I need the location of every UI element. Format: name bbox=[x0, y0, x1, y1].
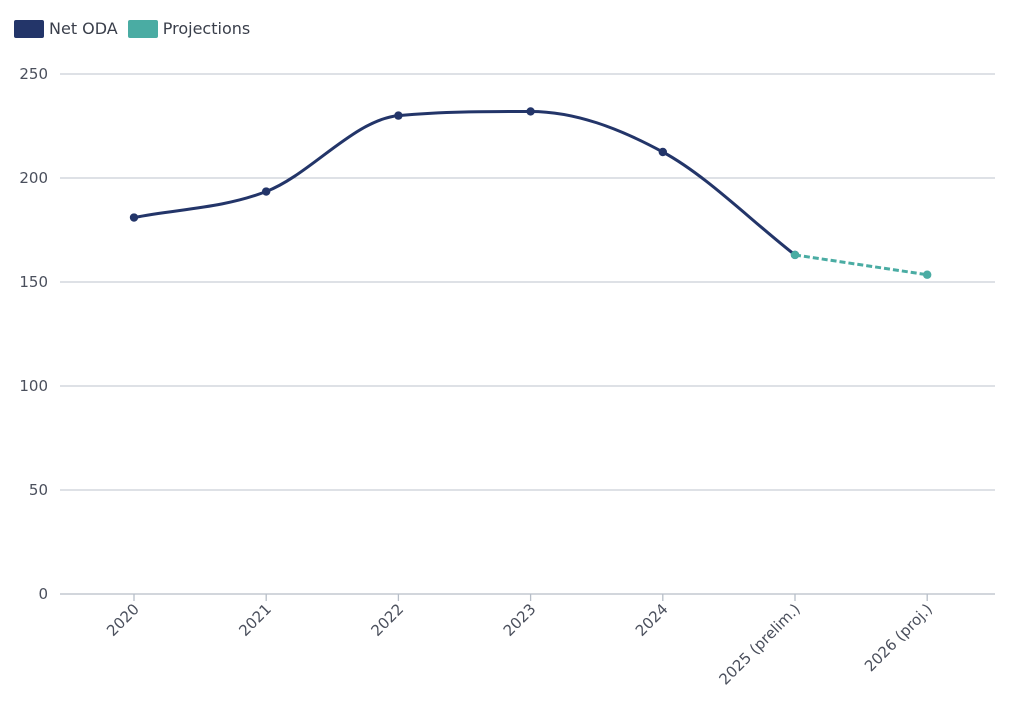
legend-item-projections[interactable]: Projections bbox=[127, 19, 251, 38]
point-projections-2026-proj[interactable] bbox=[923, 270, 932, 279]
x-tick-label-2023: 2023 bbox=[500, 600, 540, 640]
legend-label-net-oda: Net ODA bbox=[49, 19, 118, 38]
legend-item-net-oda[interactable]: Net ODA bbox=[14, 19, 118, 38]
y-tick-label-250: 250 bbox=[19, 65, 48, 83]
legend-label-projections: Projections bbox=[162, 19, 251, 38]
x-tick-label-2024: 2024 bbox=[632, 600, 672, 640]
y-axis: 0 50 100 150 200 250 bbox=[19, 65, 48, 603]
point-net-oda-2020[interactable] bbox=[129, 213, 139, 222]
legend-swatch-projections bbox=[127, 19, 158, 38]
y-tick-label-200: 200 bbox=[19, 169, 48, 187]
grid bbox=[60, 73, 995, 595]
point-net-oda-2022[interactable] bbox=[394, 111, 403, 120]
x-tick-label-2025-prelim: 2025 (prelim.) bbox=[715, 600, 803, 688]
y-tick-label-150: 150 bbox=[19, 273, 48, 291]
series bbox=[129, 107, 932, 279]
legend-swatch-net-oda bbox=[14, 19, 44, 38]
x-tick-label-2021: 2021 bbox=[235, 600, 275, 640]
series-net-oda bbox=[129, 107, 800, 260]
point-net-oda-2021[interactable] bbox=[262, 187, 271, 196]
y-tick-label-50: 50 bbox=[29, 481, 48, 499]
point-net-oda-2024[interactable] bbox=[658, 147, 667, 157]
x-tick-label-2020: 2020 bbox=[103, 600, 143, 640]
y-tick-label-100: 100 bbox=[19, 377, 48, 395]
series-line-net-oda bbox=[132, 109, 797, 257]
series-projections bbox=[790, 250, 932, 279]
point-net-oda-2023[interactable] bbox=[526, 107, 535, 116]
series-line-projections bbox=[794, 253, 928, 277]
legend: Net ODA Projections bbox=[14, 19, 250, 38]
x-axis: 2020 2021 2022 2023 2024 2025 (prelim.) 2026 (… bbox=[103, 594, 936, 688]
x-tick-label-2022: 2022 bbox=[367, 600, 407, 640]
point-projections-2025-prelim[interactable] bbox=[790, 250, 800, 260]
x-tick-label-2026-proj: 2026 (proj.) bbox=[861, 600, 936, 675]
y-tick-label-0: 0 bbox=[38, 585, 48, 603]
